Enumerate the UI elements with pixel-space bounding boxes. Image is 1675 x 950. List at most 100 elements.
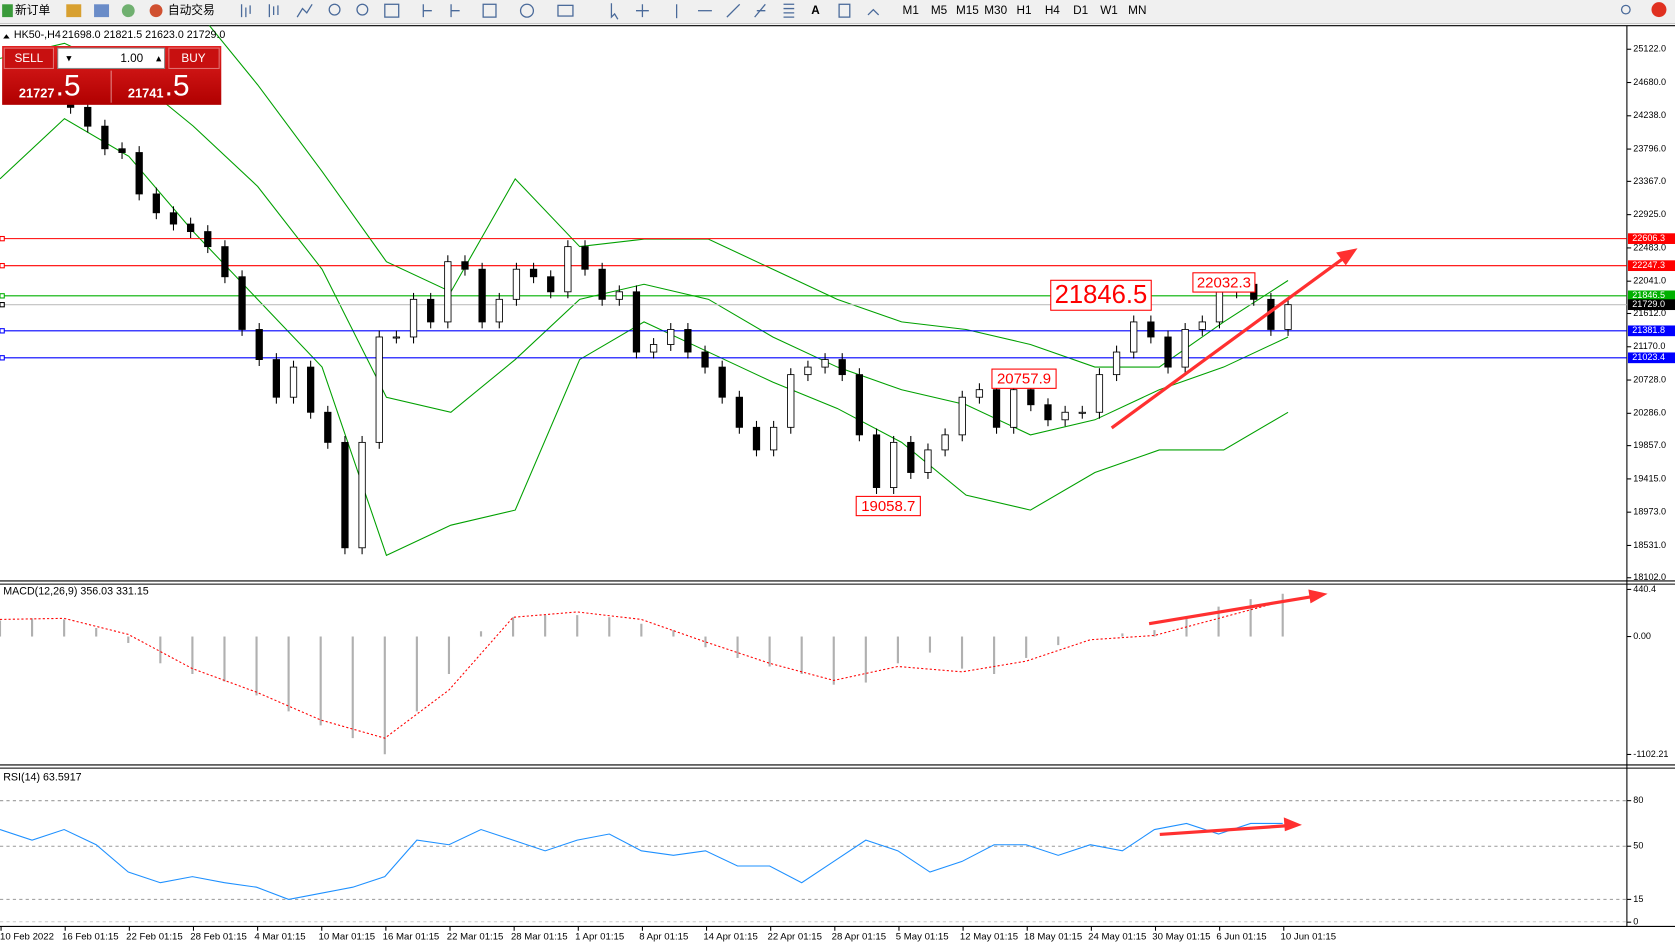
- tile-button[interactable]: [384, 3, 400, 18]
- candle: [444, 261, 452, 323]
- timeframe-button[interactable]: H4: [1045, 4, 1060, 17]
- candle: [941, 434, 949, 451]
- y-tick-label: 25122.0: [1633, 44, 1666, 54]
- candle: [804, 366, 812, 376]
- search-button[interactable]: [1620, 4, 1631, 15]
- level-price-tag: [1627, 233, 1675, 244]
- auto-trading-button[interactable]: 自动交易: [168, 3, 215, 17]
- sell-price-pips[interactable]: .5: [56, 70, 81, 103]
- candle: [1061, 411, 1069, 421]
- candle: [238, 276, 246, 330]
- buy-label[interactable]: BUY: [181, 52, 205, 65]
- y-tick-label: 22925.0: [1633, 209, 1666, 219]
- toolbar-icon[interactable]: [94, 4, 110, 18]
- toolbar-icon[interactable]: [121, 4, 135, 18]
- timeframe-button[interactable]: M5: [931, 4, 948, 17]
- level-price-label: 21381.8: [1632, 325, 1665, 335]
- level-price-label: 22606.3: [1632, 233, 1665, 243]
- candle: [1112, 351, 1121, 376]
- indicators-button[interactable]: [482, 3, 497, 18]
- trend-arrow: [1110, 257, 1344, 430]
- arrow-head: [1308, 589, 1328, 604]
- lots-up[interactable]: ▴: [156, 53, 162, 65]
- arrows-button[interactable]: [867, 8, 880, 16]
- candle: [221, 246, 229, 278]
- timeframe-button[interactable]: M15: [956, 4, 979, 17]
- timeframe-button[interactable]: M30: [984, 4, 1007, 17]
- periods-button[interactable]: [519, 3, 535, 18]
- crosshair-button[interactable]: [636, 4, 649, 18]
- candle: [598, 268, 606, 300]
- zoom-in-button[interactable]: [328, 3, 341, 16]
- timeframe-button[interactable]: W1: [1100, 4, 1118, 17]
- y-tick-label: 80: [1633, 795, 1643, 805]
- timeframe-button[interactable]: H1: [1017, 4, 1032, 17]
- lots-input[interactable]: [57, 47, 166, 70]
- level-marker: [0, 262, 5, 269]
- x-tick-label: 22 Apr 01:15: [767, 932, 821, 943]
- channel-button[interactable]: [754, 3, 766, 18]
- price-annotation-box: [1192, 272, 1256, 293]
- price-annotation: 21846.5: [1055, 281, 1148, 309]
- timeframe-button[interactable]: D1: [1073, 4, 1088, 17]
- level-marker: [0, 302, 5, 308]
- x-tick-label: 28 Feb 01:15: [190, 932, 247, 943]
- candle: [118, 148, 126, 153]
- level-marker: [0, 328, 5, 334]
- buy-price[interactable]: 21741: [128, 86, 164, 101]
- trendline-button[interactable]: [726, 3, 741, 18]
- x-tick-label: 18 May 01:15: [1024, 932, 1082, 943]
- candle: [529, 268, 538, 278]
- scroll-buttons[interactable]: [422, 4, 460, 18]
- fibo-button[interactable]: [783, 3, 795, 18]
- cursor-button[interactable]: [610, 3, 619, 20]
- x-tick-label: 6 Jun 01:15: [1216, 932, 1266, 943]
- candle: [821, 359, 829, 368]
- candle: [632, 291, 641, 353]
- y-tick-label: 18102.0: [1633, 572, 1666, 582]
- line-chart-button[interactable]: [296, 3, 313, 18]
- x-tick-label: 4 Mar 01:15: [254, 932, 305, 943]
- level-price-label: 21729.0: [1632, 299, 1665, 309]
- lots-down[interactable]: ▾: [66, 53, 72, 65]
- candle: [615, 291, 623, 300]
- buy-button[interactable]: [168, 47, 220, 70]
- sell-button[interactable]: [3, 47, 54, 70]
- candle: [512, 268, 521, 300]
- lots-value[interactable]: 1.00: [120, 52, 143, 65]
- zoom-out-button[interactable]: [356, 3, 369, 16]
- x-tick-label: 5 May 01:15: [896, 932, 949, 943]
- toolbar-icon[interactable]: [66, 4, 82, 18]
- sell-price[interactable]: 21727: [19, 86, 55, 101]
- candle: [701, 351, 709, 368]
- timeframe-button[interactable]: M1: [903, 4, 919, 17]
- sell-label[interactable]: SELL: [14, 52, 43, 65]
- candle: [1095, 374, 1104, 413]
- macd-signal-line: [0, 600, 1283, 739]
- new-order-icon[interactable]: [2, 4, 13, 18]
- level-price-tag: [1627, 352, 1675, 364]
- y-tick-label: 22041.0: [1633, 276, 1666, 286]
- buy-price-pips[interactable]: .5: [165, 70, 190, 103]
- price-annotation: 19058.7: [861, 498, 915, 515]
- candle: [1130, 321, 1138, 353]
- timeframe-button[interactable]: MN: [1128, 4, 1146, 17]
- candle: [684, 329, 692, 353]
- rsi-arrow: [1159, 824, 1285, 837]
- notification-icon[interactable]: [1651, 2, 1667, 18]
- new-order-button[interactable]: 新订单: [15, 3, 50, 17]
- level-price-label: 21023.4: [1632, 352, 1665, 362]
- x-tick-label: 22 Mar 01:15: [447, 932, 504, 943]
- bar-chart-button[interactable]: [240, 4, 251, 18]
- candle: [924, 449, 932, 473]
- candle: [375, 336, 383, 443]
- templates-button[interactable]: [557, 4, 574, 17]
- bollinger-band: [0, 42, 1289, 436]
- text-tool[interactable]: A: [811, 4, 820, 17]
- macd-title: MACD(12,26,9) 356.03 331.15: [3, 585, 149, 597]
- candle-chart-button[interactable]: [268, 4, 279, 18]
- candle: [289, 366, 298, 398]
- y-tick-label: 21170.0: [1633, 341, 1665, 351]
- auto-trading-icon[interactable]: [149, 4, 163, 18]
- label-button[interactable]: [838, 3, 851, 18]
